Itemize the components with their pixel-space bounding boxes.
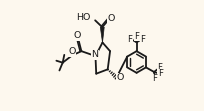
Text: F: F — [133, 32, 138, 41]
Text: O: O — [68, 47, 75, 56]
Text: O: O — [116, 73, 123, 82]
Text: O: O — [107, 14, 114, 23]
Text: HO: HO — [76, 13, 90, 22]
Text: F: F — [158, 69, 163, 78]
Polygon shape — [100, 27, 104, 43]
Text: F: F — [157, 63, 162, 72]
Text: F: F — [140, 35, 145, 44]
Text: F: F — [151, 74, 156, 83]
Text: O: O — [73, 31, 81, 40]
Text: N: N — [91, 51, 98, 59]
Text: F: F — [127, 35, 132, 44]
